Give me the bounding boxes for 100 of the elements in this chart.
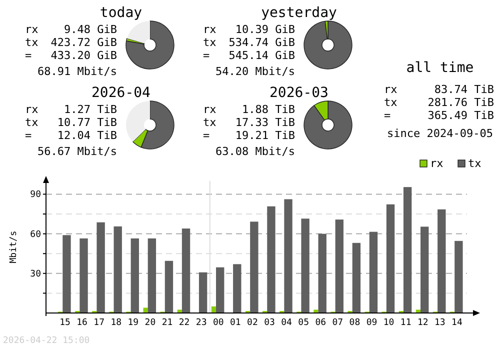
y-tick-label: 30 [30, 269, 41, 280]
donut-slice [304, 100, 352, 150]
bar [369, 232, 378, 313]
x-tick-label: 14 [452, 318, 462, 328]
text: 281.76 TiB [428, 96, 494, 109]
legend-label: rx [430, 157, 444, 170]
text: rx [25, 23, 39, 36]
bar [233, 264, 242, 313]
x-tick-label: 01 [230, 318, 241, 328]
donut-slice [126, 21, 150, 44]
x-tick-label: 12 [417, 318, 428, 328]
text: 545.14 GiB [228, 49, 296, 62]
text: = [25, 129, 32, 142]
text: 12.04 TiB [57, 129, 118, 142]
text: tx [25, 36, 39, 49]
bar [403, 187, 412, 313]
text: tx [25, 116, 39, 129]
text: 10.39 GiB [235, 23, 296, 36]
bar [164, 260, 174, 313]
text: tx [203, 116, 217, 129]
text: 423.72 GiB [50, 36, 118, 49]
text: all time [406, 60, 474, 76]
x-tick-label: 08 [349, 318, 360, 328]
bar [386, 204, 395, 313]
x-tick-label: 17 [94, 318, 105, 328]
bar [301, 218, 310, 313]
y-axis-title: Mbit/s [9, 230, 19, 264]
text: rx [203, 23, 217, 36]
x-tick-label: 04 [281, 318, 292, 328]
text: 83.74 TiB [434, 83, 494, 96]
donut-slice [126, 20, 174, 70]
text: 68.91 Mbit/s [38, 65, 117, 78]
bar [267, 206, 276, 313]
bar [438, 209, 446, 313]
bar [130, 238, 139, 313]
legend-label: tx [468, 157, 482, 170]
bar [216, 267, 224, 313]
x-tick-label: 10 [383, 318, 394, 328]
chart-title: 2026-04 [91, 85, 151, 101]
text: 17.33 TiB [235, 116, 296, 129]
text: 56.67 Mbit/s [38, 145, 117, 158]
bar [335, 220, 344, 313]
donut-slice [304, 20, 352, 70]
text: 9.48 GiB [64, 23, 118, 36]
text: 10.77 TiB [57, 116, 118, 129]
text: rx [25, 103, 39, 116]
text: tx [203, 36, 217, 49]
text: rx [203, 103, 217, 116]
y-tick-label: 90 [30, 190, 41, 200]
x-tick-label: 03 [264, 318, 275, 328]
x-tick-label: 19 [128, 318, 139, 328]
bar [80, 238, 88, 313]
text: 1.88 TiB [242, 103, 296, 116]
text: 63.08 Mbit/s [216, 145, 295, 158]
x-tick-label: 00 [212, 318, 224, 328]
bar [182, 228, 190, 313]
text: = [384, 109, 391, 122]
y-tick-label: 60 [30, 230, 41, 240]
x-tick-label: 07 [332, 318, 344, 328]
x-tick-label: 09 [366, 318, 378, 328]
bar [250, 222, 258, 313]
x-tick-label: 13 [434, 318, 446, 328]
x-tick-label: 05 [298, 318, 310, 328]
x-tick-label: 22 [178, 318, 190, 328]
bar [284, 199, 292, 313]
bar [420, 226, 429, 313]
bar [114, 226, 122, 313]
x-tick-label: 23 [196, 318, 207, 328]
x-tick-label: 18 [110, 318, 122, 328]
text: = [203, 129, 210, 142]
text: 19.21 TiB [235, 129, 296, 142]
bar [143, 308, 148, 313]
bar [96, 222, 105, 313]
text: = [25, 49, 32, 62]
bar [454, 240, 463, 313]
chart-title: 2026-03 [269, 85, 329, 101]
x-tick-label: 20 [144, 318, 156, 328]
donut-slice [126, 101, 150, 142]
text: = [203, 49, 210, 62]
text: tx [384, 96, 398, 109]
x-tick-label: 15 [60, 318, 70, 328]
text: 433.20 GiB [50, 49, 118, 62]
chart-title: today [100, 5, 142, 21]
text: 534.74 GiB [228, 36, 296, 49]
bar [314, 310, 318, 313]
text: 1.27 TiB [64, 103, 118, 116]
text: 54.20 Mbit/s [216, 65, 295, 78]
x-tick-label: 06 [315, 318, 326, 328]
bar [148, 238, 156, 313]
bar [352, 242, 361, 313]
text: rx [384, 83, 398, 96]
chart-title: yesterday [261, 5, 337, 21]
bar [198, 272, 208, 313]
text: since 2024-09-05 [387, 127, 493, 140]
bar [318, 234, 326, 313]
x-tick-label: 16 [76, 318, 88, 328]
bar [62, 235, 71, 313]
text: 365.49 TiB [428, 109, 494, 122]
x-tick-label: 02 [247, 318, 258, 328]
x-tick-label: 21 [162, 318, 173, 328]
